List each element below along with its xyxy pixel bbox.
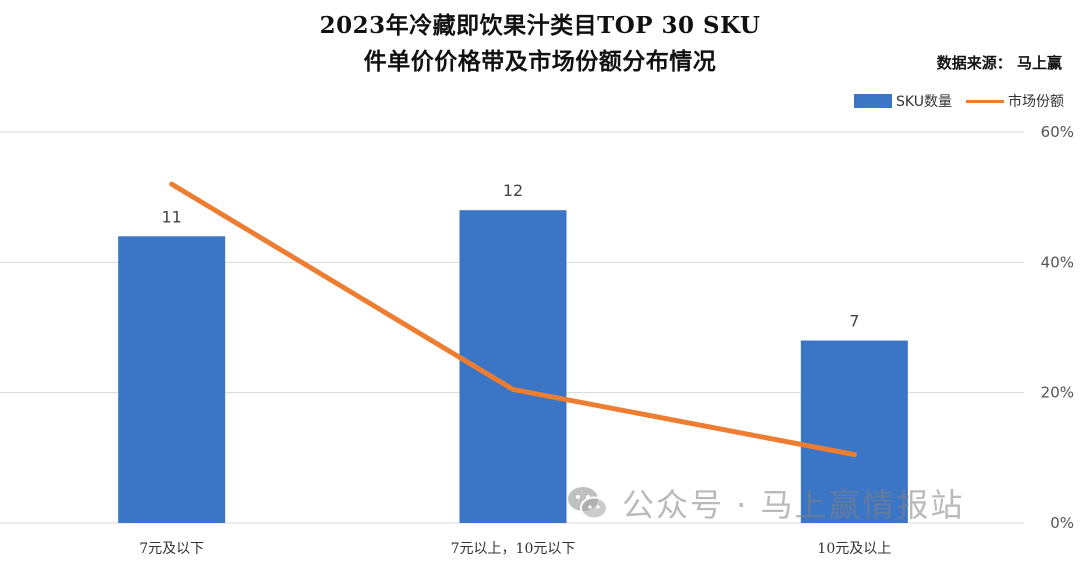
chart-title-line1: 2023年冷藏即饮果汁类目TOP 30 SKU xyxy=(319,12,761,39)
bar-data-label: 7 xyxy=(849,312,859,331)
watermark-text: 公众号 · 马上赢情报站 xyxy=(622,486,965,524)
x-category-label: 7元以上，10元以下 xyxy=(451,541,576,557)
chart-legend: SKU数量 市场份额 xyxy=(840,91,1064,111)
bar xyxy=(118,236,226,523)
data-source: 数据来源： 马上赢 xyxy=(936,54,1062,72)
legend-label-line: 市场份额 xyxy=(1008,94,1064,110)
watermark: 公众号 · 马上赢情报站 xyxy=(566,480,965,526)
bar xyxy=(800,340,908,523)
y-tick-label-right: 40% xyxy=(1041,253,1074,271)
y-tick-label-right: 60% xyxy=(1041,123,1074,141)
wechat-icon xyxy=(566,484,610,522)
legend-label-bar: SKU数量 xyxy=(896,94,952,110)
legend-item-bar: SKU数量 xyxy=(854,91,952,111)
x-category-label: 7元及以下 xyxy=(139,541,204,557)
legend-swatch-bar xyxy=(854,94,893,108)
bar-data-label: 11 xyxy=(161,207,181,226)
y-tick-label-right: 20% xyxy=(1041,384,1074,402)
legend-item-line: 市场份额 xyxy=(966,91,1064,111)
bar-data-label: 12 xyxy=(503,181,523,200)
y-tick-label-right: 0% xyxy=(1050,514,1074,532)
legend-swatch-line xyxy=(966,99,1004,103)
chart-title-line2: 件单价价格带及市场份额分布情况 xyxy=(363,48,717,75)
x-category-label: 10元及以上 xyxy=(817,541,891,557)
